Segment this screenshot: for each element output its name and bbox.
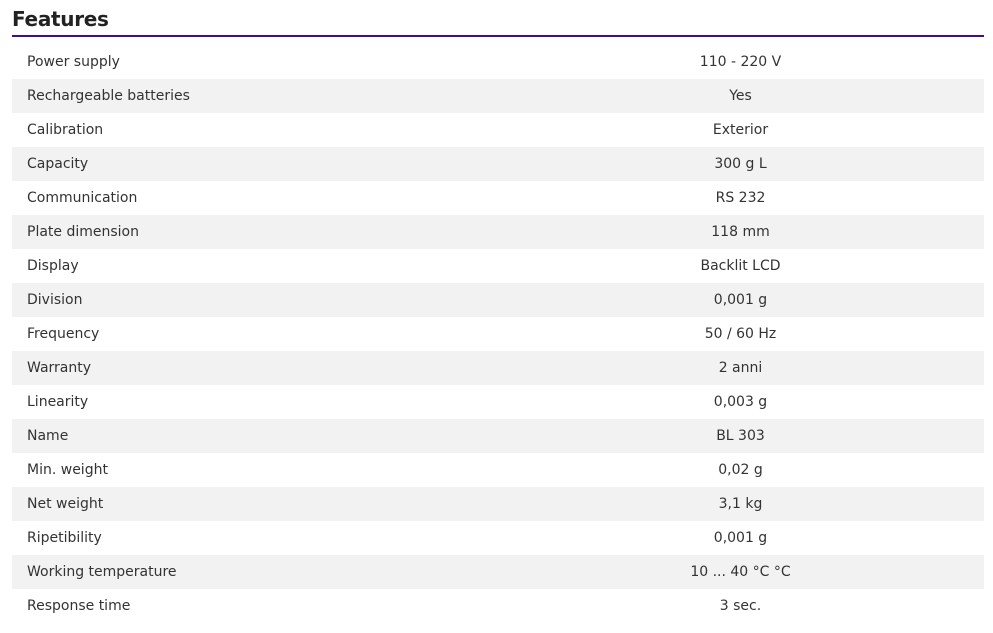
feature-label: Calibration bbox=[27, 122, 104, 138]
feature-value: 0,001 g bbox=[713, 530, 768, 546]
table-row: Calibration Exterior bbox=[12, 113, 984, 147]
table-row: Warranty 2 anni bbox=[12, 351, 984, 385]
table-row: Ripetibility 0,001 g bbox=[12, 521, 984, 555]
feature-label: Rechargeable batteries bbox=[27, 88, 190, 104]
feature-label: Working temperature bbox=[27, 564, 177, 580]
feature-value: 118 mm bbox=[711, 224, 770, 240]
feature-label: Response time bbox=[27, 598, 131, 614]
table-row: Linearity 0,003 g bbox=[12, 385, 984, 419]
feature-label: Capacity bbox=[27, 156, 89, 172]
feature-label: Min. weight bbox=[27, 462, 108, 478]
feature-value: 110 - 220 V bbox=[699, 54, 782, 70]
feature-value: 2 anni bbox=[718, 360, 763, 376]
table-row: Rechargeable batteries Yes bbox=[12, 79, 984, 113]
feature-value: Exterior bbox=[712, 122, 769, 138]
table-row: Name BL 303 bbox=[12, 419, 984, 453]
feature-value: 0,02 g bbox=[718, 462, 763, 478]
table-row: Plate dimension 118 mm bbox=[12, 215, 984, 249]
features-table: Power supply 110 - 220 V Rechargeable batt… bbox=[12, 45, 984, 623]
feature-value: 10 ... 40 °C °C bbox=[690, 564, 791, 580]
feature-label: Plate dimension bbox=[27, 224, 139, 240]
feature-value: Yes bbox=[729, 88, 752, 104]
feature-label: Ripetibility bbox=[27, 530, 102, 546]
section-title: Features bbox=[12, 7, 109, 31]
feature-value: 0,003 g bbox=[713, 394, 768, 410]
feature-value: BL 303 bbox=[716, 428, 765, 444]
feature-value: RS 232 bbox=[715, 190, 766, 206]
table-row: Capacity 300 g L bbox=[12, 147, 984, 181]
feature-label: Frequency bbox=[27, 326, 100, 342]
feature-label: Communication bbox=[27, 190, 138, 206]
feature-label: Name bbox=[27, 428, 69, 444]
table-row: Power supply 110 - 220 V bbox=[12, 45, 984, 79]
title-divider bbox=[12, 35, 984, 37]
table-row: Frequency 50 / 60 Hz bbox=[12, 317, 984, 351]
feature-value: 3,1 kg bbox=[718, 496, 763, 512]
table-row: Response time 3 sec. bbox=[12, 589, 984, 623]
feature-value: Backlit LCD bbox=[700, 258, 781, 274]
table-row: Display Backlit LCD bbox=[12, 249, 984, 283]
feature-label: Warranty bbox=[27, 360, 92, 376]
feature-label: Display bbox=[27, 258, 79, 274]
feature-label: Linearity bbox=[27, 394, 89, 410]
feature-label: Division bbox=[27, 292, 83, 308]
feature-label: Net weight bbox=[27, 496, 104, 512]
feature-value: 0,001 g bbox=[713, 292, 768, 308]
feature-label: Power supply bbox=[27, 54, 120, 70]
feature-value: 300 g L bbox=[714, 156, 767, 172]
feature-value: 3 sec. bbox=[719, 598, 762, 614]
table-row: Division 0,001 g bbox=[12, 283, 984, 317]
table-row: Working temperature 10 ... 40 °C °C bbox=[12, 555, 984, 589]
table-row: Min. weight 0,02 g bbox=[12, 453, 984, 487]
feature-value: 50 / 60 Hz bbox=[704, 326, 777, 342]
table-row: Net weight 3,1 kg bbox=[12, 487, 984, 521]
table-row: Communication RS 232 bbox=[12, 181, 984, 215]
